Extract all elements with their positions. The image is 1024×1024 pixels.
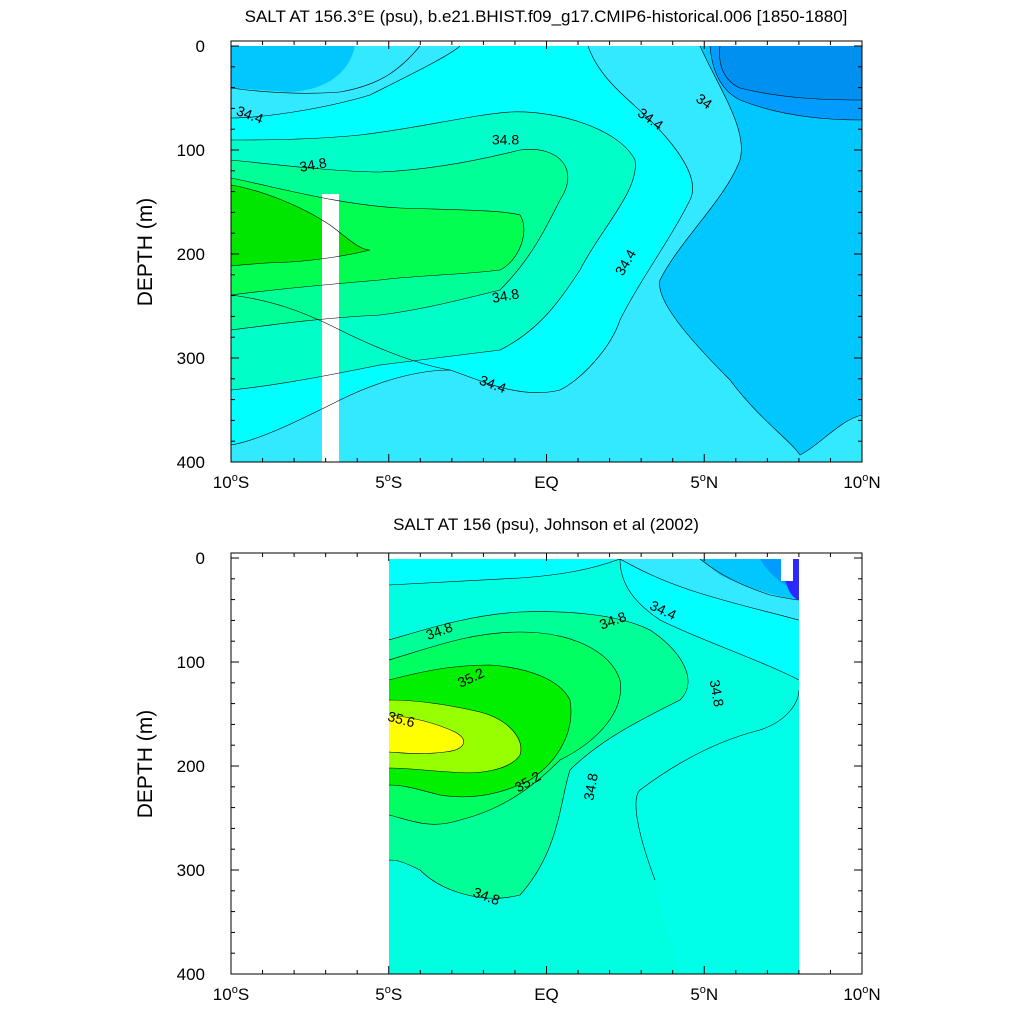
y-tick-label: 200 — [177, 757, 205, 776]
contour-label: 34.8 — [580, 772, 601, 802]
x-tick-label: 5oN — [690, 984, 718, 1004]
x-tick-label: 10oS — [213, 984, 249, 1004]
band-35.6 — [389, 715, 464, 754]
x-tick-label: EQ — [534, 985, 559, 1004]
x-tick-label: 10oN — [843, 984, 880, 1004]
contour-label: 34.8 — [298, 154, 328, 175]
band-34.4-left — [389, 559, 620, 585]
panel1-ylabel: DEPTH (m) — [134, 198, 157, 307]
x-tick-label: 10oS — [213, 472, 249, 492]
band-33.6-right — [719, 46, 862, 100]
contour-label: 34.8 — [491, 285, 521, 306]
panel-observed: SALT AT 156 (psu), Johnson et al (2002) — [134, 515, 881, 1004]
x-tick-label: 5oS — [375, 472, 402, 492]
panel2-data-gap — [781, 559, 793, 581]
x-tick-label: EQ — [534, 473, 559, 492]
band-34.2-left-top — [231, 46, 420, 94]
y-tick-label: 400 — [177, 453, 205, 472]
x-tick-label: 10oN — [843, 472, 880, 492]
y-tick-label: 0 — [196, 549, 205, 568]
panel2-ylabel: DEPTH (m) — [134, 710, 157, 819]
panel2-title: SALT AT 156 (psu), Johnson et al (2002) — [393, 515, 699, 534]
panel2-contour-fill — [389, 559, 799, 974]
y-tick-label: 300 — [177, 861, 205, 880]
contour-label: 34.8 — [707, 678, 728, 708]
band-34.0-left — [231, 46, 355, 92]
x-tick-label: 5oS — [375, 984, 402, 1004]
y-tick-label: 100 — [177, 141, 205, 160]
panel1-contour-lines — [231, 45, 862, 456]
band-34.0-right — [659, 46, 862, 455]
panel1-contour-fill — [231, 46, 862, 462]
y-tick-label: 0 — [196, 37, 205, 56]
missing-data-bar — [322, 194, 339, 462]
panel-model: SALT AT 156.3°E (psu), b.e21.BHIST.f09_g… — [134, 7, 881, 492]
y-tick-label: 400 — [177, 965, 205, 984]
panel1-title: SALT AT 156.3°E (psu), b.e21.BHIST.f09_g… — [245, 7, 848, 26]
panel2-contour-lines — [389, 559, 799, 899]
x-tick-label: 5oN — [690, 472, 718, 492]
y-tick-label: 300 — [177, 349, 205, 368]
band-34.6-lower-right — [635, 690, 799, 974]
panel1-axes: 10oS 5oS EQ 5oN 10oN 0 100 200 300 400 — [177, 37, 881, 492]
y-tick-label: 100 — [177, 653, 205, 672]
y-tick-label: 200 — [177, 245, 205, 264]
contour-label: 34.8 — [492, 132, 519, 148]
contour-label: 35.6 — [386, 708, 417, 731]
panel2-axes: 10oS 5oS EQ 5oN 10oN 0 100 200 300 400 — [177, 549, 881, 1004]
band-35.0 — [231, 178, 524, 295]
